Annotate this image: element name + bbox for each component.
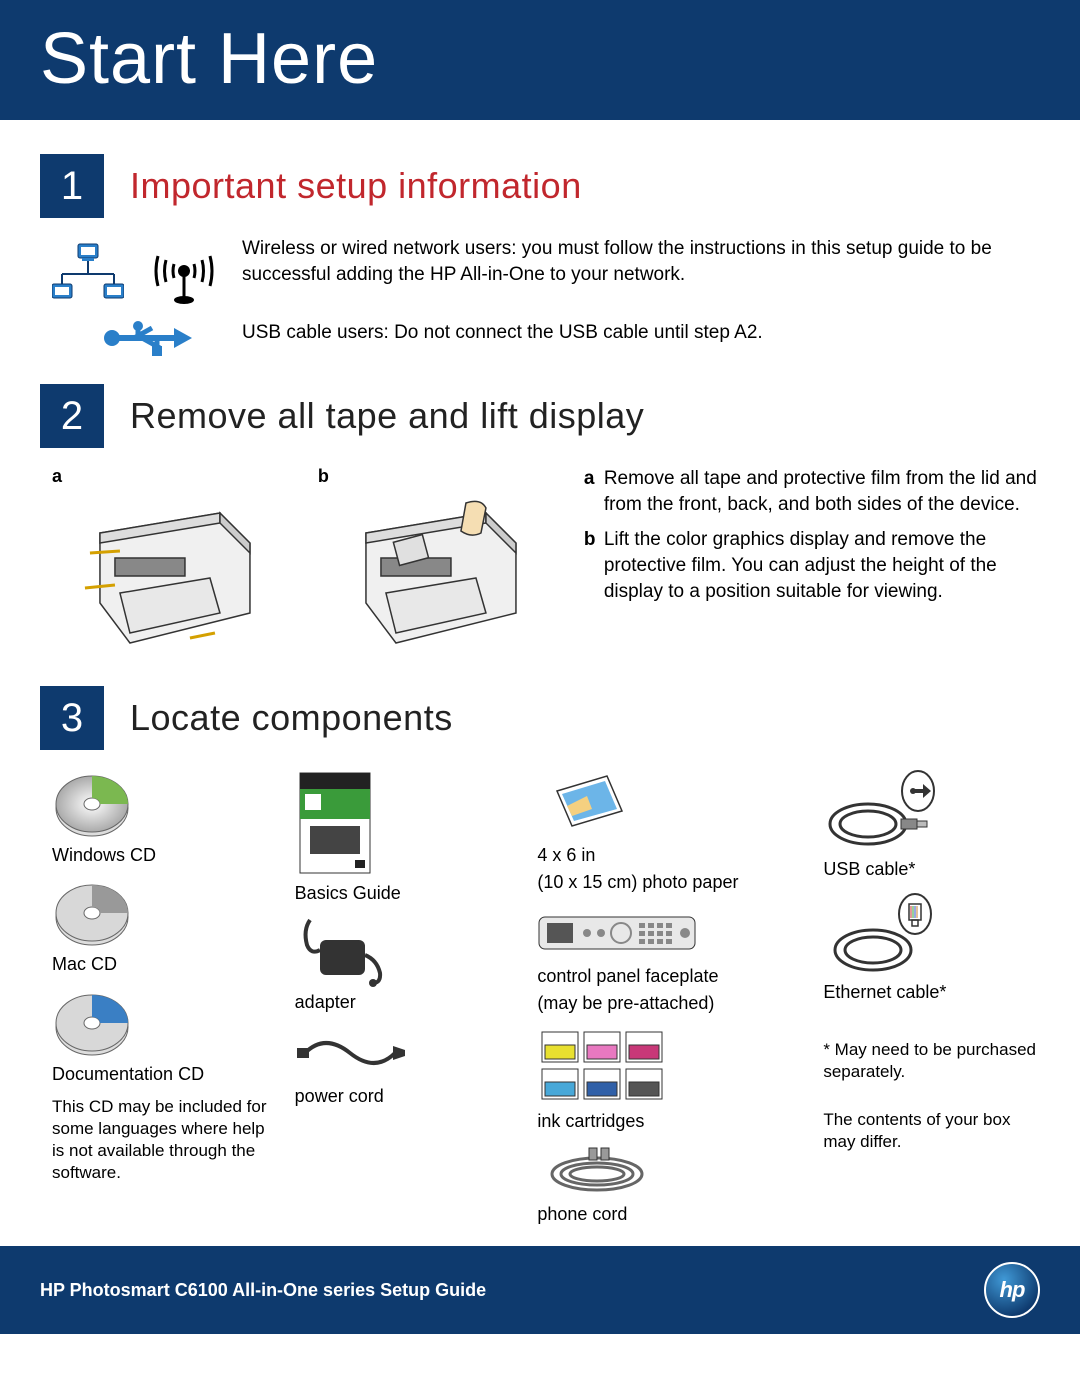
step1-number: 1 <box>40 154 104 218</box>
step2-b-prefix: b <box>584 527 604 604</box>
footer-text: HP Photosmart C6100 All-in-One series Se… <box>40 1280 486 1301</box>
doc-cd-label: Documentation CD <box>52 1063 269 1086</box>
purchase-note: * May need to be purchased separately. <box>823 1039 1040 1083</box>
faceplate-label2: (may be pre-attached) <box>537 992 797 1015</box>
phone-cord-icon <box>537 1146 657 1196</box>
step2-a-prefix: a <box>584 466 604 517</box>
step3-title: Locate components <box>130 697 453 739</box>
comp-phone-cord: phone cord <box>537 1143 797 1226</box>
basics-guide-label: Basics Guide <box>295 882 512 905</box>
comp-basics-guide: Basics Guide <box>295 768 512 905</box>
page-title: Start Here <box>40 18 1040 100</box>
usb-cable-label: USB cable* <box>823 858 1040 881</box>
photo-paper-label: (10 x 15 cm) photo paper <box>537 871 797 894</box>
step1-network-icons <box>52 236 242 306</box>
ethernet-cable-label: Ethernet cable* <box>823 981 1040 1004</box>
step1-row-network: Wireless or wired network users: you mus… <box>52 236 1040 306</box>
windows-cd-icon <box>52 768 132 840</box>
comp-mac-cd: Mac CD <box>52 877 269 976</box>
mac-cd-label: Mac CD <box>52 953 269 976</box>
step1-row-usb: USB cable users: Do not connect the USB … <box>52 320 1040 356</box>
hp-logo-icon: hp <box>984 1262 1040 1318</box>
step2-image-b: b <box>318 466 554 658</box>
ethernet-cable-icon <box>823 892 943 976</box>
content-area: 1 Important setup information <box>0 120 1080 1246</box>
faceplate-icon <box>537 909 697 957</box>
usb-cable-icon <box>823 769 943 853</box>
comp-faceplate: control panel faceplate (may be pre-atta… <box>537 905 797 1016</box>
components-grid: Windows CD Mac CD <box>52 768 1040 1226</box>
phone-cord-label: phone cord <box>537 1203 797 1226</box>
adapter-icon <box>295 915 385 987</box>
ink-label: ink cartridges <box>537 1110 797 1133</box>
step3-number: 3 <box>40 686 104 750</box>
step2-a-text: Remove all tape and protective film from… <box>604 466 1040 517</box>
step2-instructions: a Remove all tape and protective film fr… <box>584 466 1040 658</box>
comp-ink: ink cartridges <box>537 1026 797 1133</box>
step3-header: 3 Locate components <box>40 686 1040 750</box>
step2-number: 2 <box>40 384 104 448</box>
doc-cd-icon <box>52 987 132 1059</box>
mac-cd-icon <box>52 877 132 949</box>
comp-ethernet-cable: Ethernet cable* <box>823 891 1040 1004</box>
comp-photo-paper: 4 x 6 in (10 x 15 cm) photo paper <box>537 768 797 895</box>
step1-usb-icon-wrap <box>52 320 242 356</box>
power-cord-label: power cord <box>295 1085 512 1108</box>
printer-illustration-a <box>52 493 288 653</box>
comp-adapter: adapter <box>295 915 512 1014</box>
step1-usb-text: USB cable users: Do not connect the USB … <box>242 320 1040 346</box>
components-col1: Windows CD Mac CD <box>52 768 269 1226</box>
step2-instruction-a: a Remove all tape and protective film fr… <box>584 466 1040 517</box>
step2-images: a b <box>52 466 554 658</box>
basics-guide-icon <box>295 768 375 878</box>
faceplate-label1: control panel faceplate <box>537 965 797 988</box>
network-topology-icon <box>52 242 124 300</box>
step1-title: Important setup information <box>130 165 582 207</box>
step2-image-a: a <box>52 466 288 658</box>
components-col4: USB cable* Ethernet cable* * May need to… <box>823 768 1040 1226</box>
comp-power-cord: power cord <box>295 1025 512 1108</box>
contents-note: The contents of your box may differ. <box>823 1109 1040 1153</box>
components-col2: Basics Guide adapter <box>295 768 512 1226</box>
footer-bar: HP Photosmart C6100 All-in-One series Se… <box>0 1246 1080 1334</box>
comp-usb-cable: USB cable* <box>823 768 1040 881</box>
power-cord-icon <box>295 1028 405 1078</box>
photo-paper-icon <box>537 771 627 837</box>
doc-cd-note: This CD may be included for some languag… <box>52 1096 269 1184</box>
printer-illustration-b <box>318 493 554 653</box>
photo-paper-size-label: 4 x 6 in <box>537 844 797 867</box>
usb-icon <box>102 320 192 356</box>
components-col3: 4 x 6 in (10 x 15 cm) photo paper contr <box>537 768 797 1226</box>
step2-b-text: Lift the color graphics display and remo… <box>604 527 1040 604</box>
wireless-icon <box>144 236 224 306</box>
step2-label-b: b <box>318 466 554 487</box>
step2-instruction-b: b Lift the color graphics display and re… <box>584 527 1040 604</box>
windows-cd-label: Windows CD <box>52 844 269 867</box>
step1-network-text: Wireless or wired network users: you mus… <box>242 236 1040 287</box>
step1-header: 1 Important setup information <box>40 154 1040 218</box>
adapter-label: adapter <box>295 991 512 1014</box>
step2-label-a: a <box>52 466 288 487</box>
comp-doc-cd: Documentation CD <box>52 987 269 1086</box>
header-bar: Start Here <box>0 0 1080 120</box>
comp-windows-cd: Windows CD <box>52 768 269 867</box>
ink-cartridges-icon <box>537 1027 677 1105</box>
step2-title: Remove all tape and lift display <box>130 395 644 437</box>
step2-header: 2 Remove all tape and lift display <box>40 384 1040 448</box>
step2-body: a b <box>52 466 1040 658</box>
